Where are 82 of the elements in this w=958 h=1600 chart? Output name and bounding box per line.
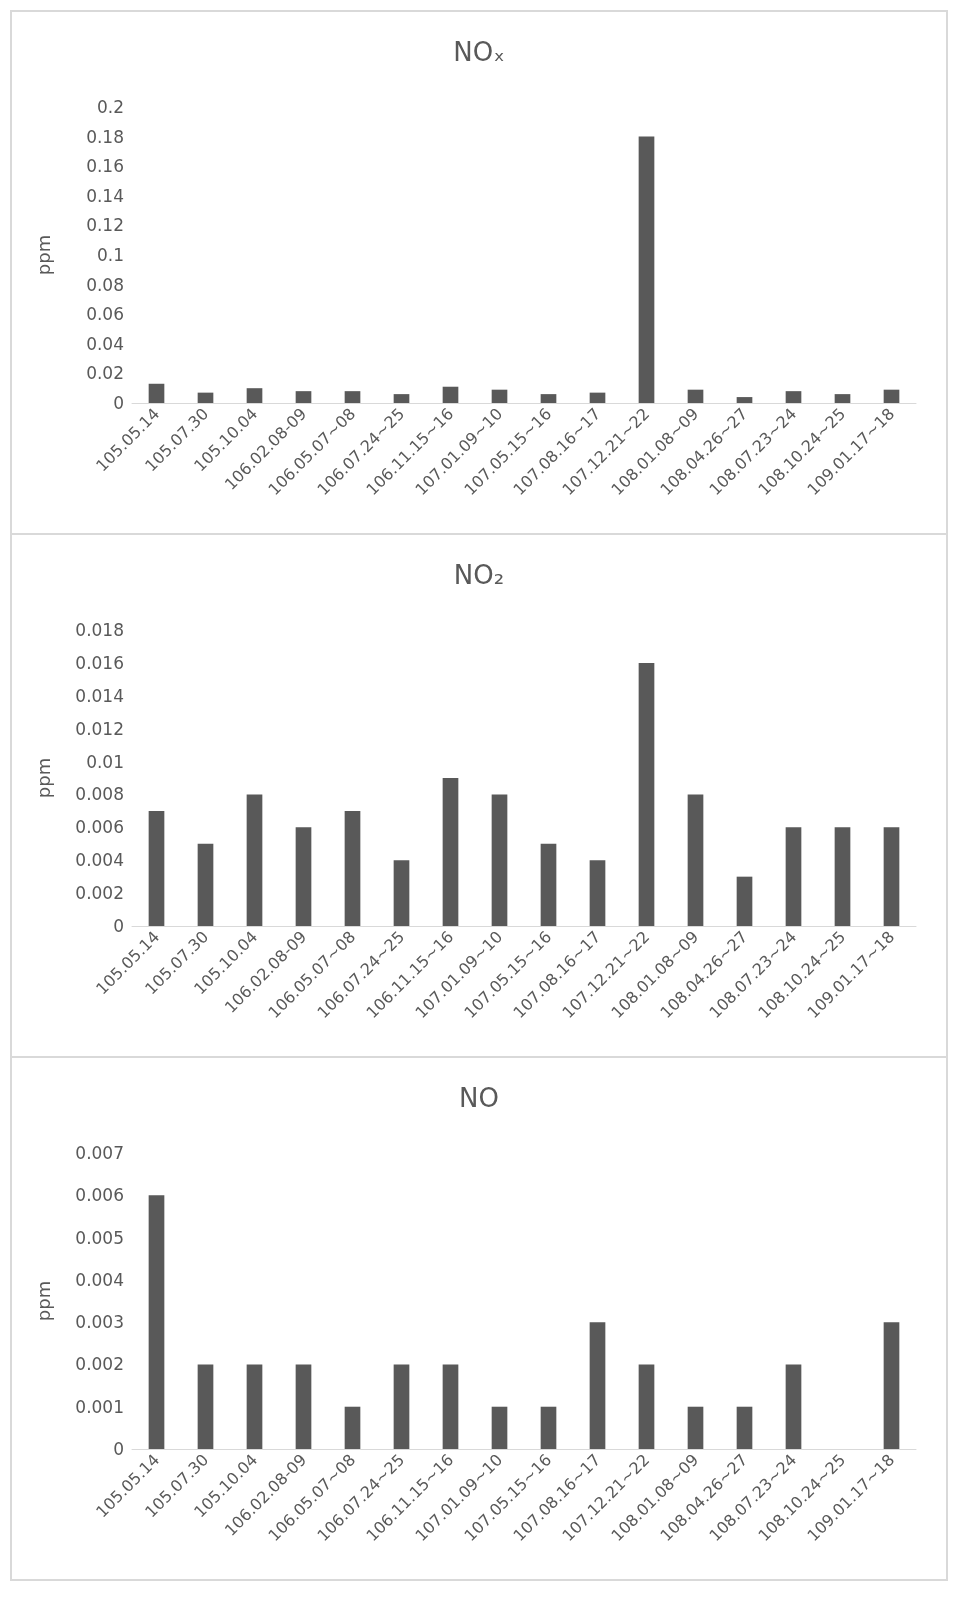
bar <box>736 876 753 926</box>
chart-title: NO <box>459 1083 499 1113</box>
chart-title: NO₂ <box>453 560 505 590</box>
y-tick-label: 0.12 <box>86 215 124 236</box>
bar <box>344 1406 361 1449</box>
y-tick-label: 0.014 <box>75 685 124 706</box>
y-tick-label: 0.002 <box>75 1354 124 1375</box>
bar <box>883 389 900 403</box>
bar <box>197 1364 214 1449</box>
y-tick-label: 0.14 <box>86 185 124 206</box>
bar <box>197 392 214 403</box>
bar <box>295 1364 312 1449</box>
y-tick-label: 0.018 <box>75 620 124 640</box>
y-tick-label: 0.06 <box>86 304 124 325</box>
bar <box>246 794 263 926</box>
bar <box>638 662 655 926</box>
y-tick-label: 0.01 <box>86 751 124 772</box>
bar <box>834 394 851 403</box>
bar <box>687 794 704 926</box>
chart-title: NOₓ <box>453 37 505 67</box>
y-tick-label: 0.2 <box>96 97 124 117</box>
bar <box>344 810 361 926</box>
bar <box>393 1364 410 1449</box>
y-tick-label: 0.008 <box>75 784 124 805</box>
bar <box>736 397 753 403</box>
y-tick-label: 0.1 <box>96 245 124 265</box>
y-axis-title: ppm <box>32 234 54 276</box>
y-axis-title: ppm <box>32 757 54 799</box>
bar <box>491 794 508 926</box>
bar <box>442 778 459 926</box>
bar <box>197 843 214 926</box>
y-tick-label: 0.006 <box>75 1185 124 1206</box>
y-tick-label: 0 <box>113 393 124 413</box>
y-tick-label: 0.004 <box>75 850 124 871</box>
y-tick-label: 0.012 <box>75 718 124 739</box>
bar <box>295 827 312 926</box>
y-tick-label: 0.002 <box>75 883 124 904</box>
y-tick-label: 0.18 <box>86 126 124 147</box>
bar <box>883 827 900 926</box>
y-tick-label: 0.007 <box>75 1143 124 1163</box>
bar <box>540 843 557 926</box>
bar <box>589 1322 606 1449</box>
bar <box>785 827 802 926</box>
y-tick-label: 0.16 <box>86 156 124 177</box>
bar <box>148 810 165 926</box>
bar <box>393 860 410 926</box>
bar <box>148 1195 165 1449</box>
bar <box>491 389 508 403</box>
bar <box>638 136 655 403</box>
bar <box>687 1406 704 1449</box>
bar <box>246 1364 263 1449</box>
y-tick-label: 0.08 <box>86 274 124 295</box>
bar <box>785 391 802 403</box>
bar <box>540 394 557 403</box>
bar <box>883 1322 900 1449</box>
y-tick-label: 0 <box>113 1439 124 1459</box>
bar <box>785 1364 802 1449</box>
bar <box>540 1406 557 1449</box>
y-tick-label: 0.02 <box>86 363 124 384</box>
bar <box>442 386 459 403</box>
y-tick-label: 0.003 <box>75 1312 124 1333</box>
bar <box>687 389 704 403</box>
y-tick-label: 0.005 <box>75 1227 124 1248</box>
y-tick-label: 0.001 <box>75 1396 124 1417</box>
y-axis-title: ppm <box>32 1280 54 1322</box>
y-tick-label: 0.016 <box>75 652 124 673</box>
bar <box>295 391 312 403</box>
bar <box>589 860 606 926</box>
y-tick-label: 0 <box>113 916 124 936</box>
y-tick-label: 0.006 <box>75 817 124 838</box>
bar <box>491 1406 508 1449</box>
bar <box>589 392 606 403</box>
bar <box>148 383 165 403</box>
bar <box>344 391 361 403</box>
bar <box>834 827 851 926</box>
y-tick-label: 0.04 <box>86 333 124 354</box>
bar <box>736 1406 753 1449</box>
bar <box>638 1364 655 1449</box>
y-tick-label: 0.004 <box>75 1269 124 1290</box>
bar <box>442 1364 459 1449</box>
bar <box>393 394 410 403</box>
bar <box>246 388 263 403</box>
